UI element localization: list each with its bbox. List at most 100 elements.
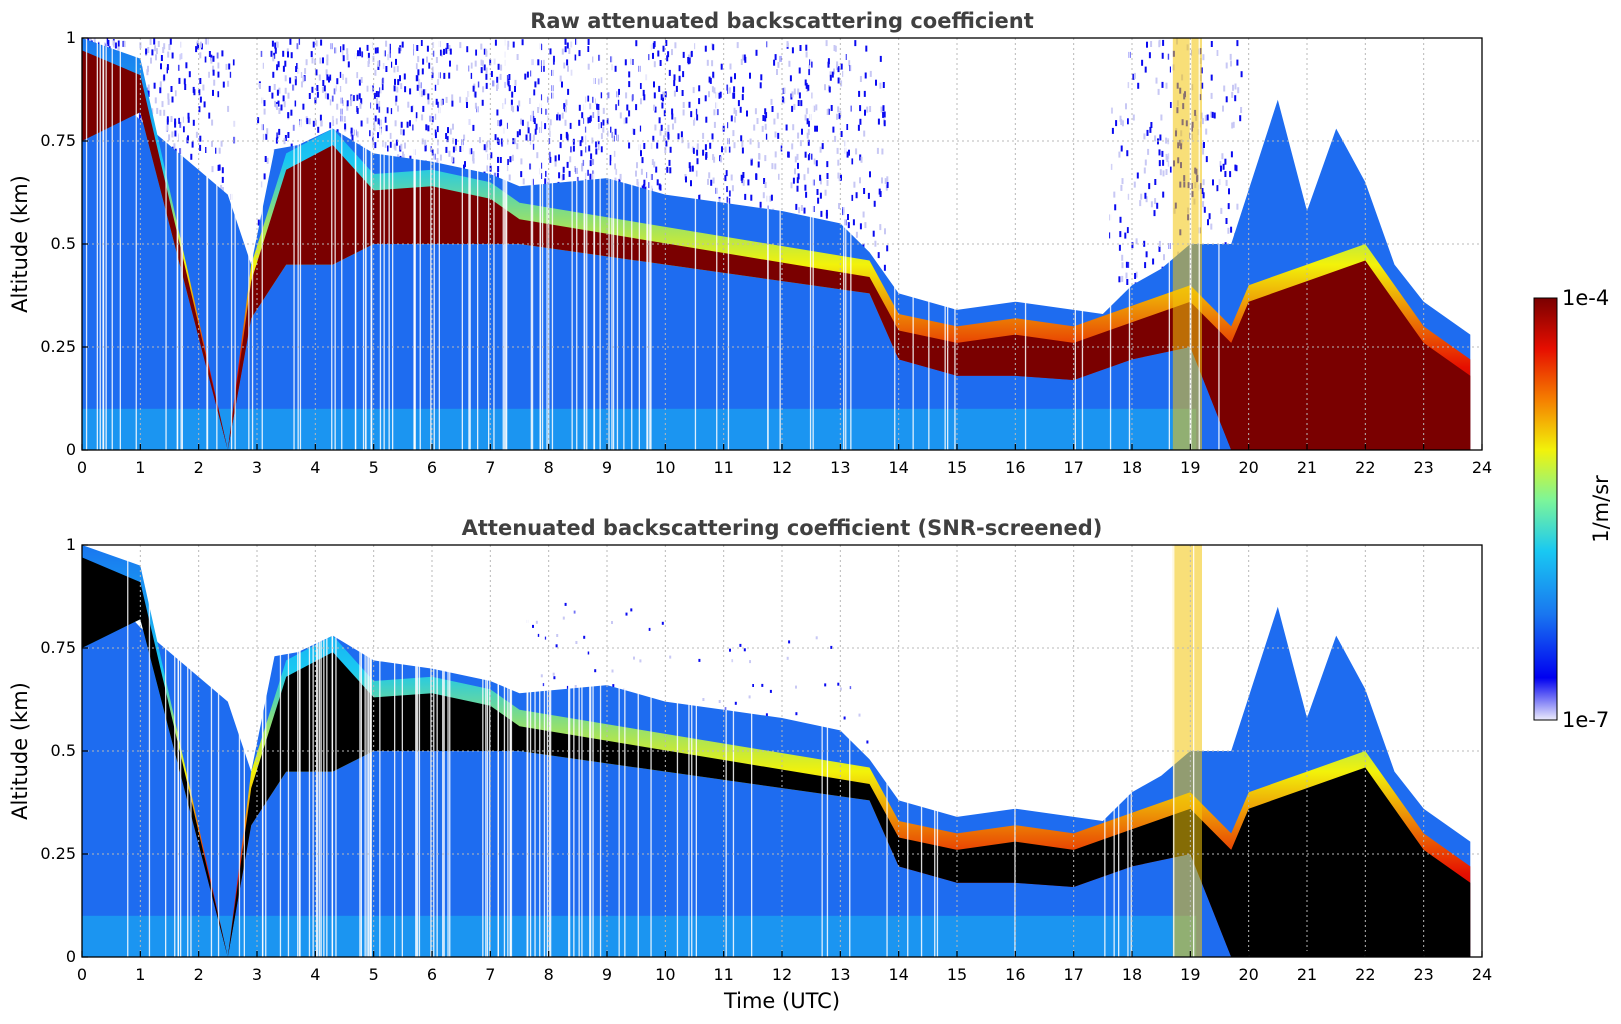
noise-speck (810, 61, 813, 68)
noise-speck (401, 41, 404, 48)
data-gap (576, 38, 578, 450)
noise-speck (860, 156, 863, 163)
noise-speck (584, 138, 587, 145)
y-tick-label: 0.75 (40, 638, 76, 657)
data-gap (383, 38, 385, 450)
noise-speck (690, 50, 693, 57)
noise-speck (863, 188, 866, 194)
noise-speck (388, 43, 391, 50)
noise-speck (743, 648, 746, 652)
noise-speck (437, 101, 440, 108)
noise-speck (764, 182, 767, 188)
noise-speck (443, 72, 446, 79)
noise-speck (208, 51, 211, 57)
noise-speck (257, 117, 260, 124)
noise-speck (182, 126, 185, 133)
data-gap (379, 38, 382, 450)
noise-speck (448, 72, 451, 79)
panel-title-raw: Raw attenuated backscattering coefficien… (530, 9, 1034, 33)
noise-speck (789, 75, 792, 82)
noise-speck (319, 114, 322, 121)
noise-speck (1202, 54, 1205, 61)
strong-layer-core (82, 557, 1471, 957)
data-gap (326, 545, 328, 957)
data-gap (608, 38, 610, 450)
noise-speck (729, 648, 731, 652)
noise-speck (520, 171, 523, 178)
noise-speck (373, 125, 376, 132)
noise-speck (449, 128, 452, 135)
data-gap (394, 545, 396, 957)
noise-speck (626, 104, 629, 111)
noise-speck (289, 77, 292, 84)
noise-speck (415, 63, 418, 70)
noise-speck (1146, 129, 1149, 136)
noise-speck (652, 135, 655, 142)
noise-speck (479, 137, 481, 144)
noise-speck (749, 72, 751, 79)
noise-speck (387, 145, 389, 152)
noise-speck (276, 41, 278, 48)
noise-speck (506, 78, 509, 85)
noise-speck (436, 158, 439, 164)
noise-speck (568, 48, 571, 54)
noise-speck (1133, 72, 1136, 79)
noise-speck (602, 126, 605, 133)
noise-speck (431, 149, 434, 156)
noise-speck (322, 80, 325, 86)
noise-speck (618, 88, 620, 95)
noise-speck (704, 45, 707, 52)
noise-speck (619, 112, 622, 119)
noise-speck (615, 104, 618, 111)
noise-speck (317, 126, 320, 133)
noise-speck (1132, 73, 1135, 80)
data-gap (190, 545, 192, 957)
noise-speck (558, 114, 561, 121)
noise-speck (514, 138, 517, 145)
noise-speck (674, 117, 677, 124)
noise-speck (758, 153, 761, 160)
noise-speck (826, 179, 829, 186)
noise-speck (424, 144, 427, 151)
noise-speck (1202, 201, 1205, 208)
noise-speck (829, 71, 832, 78)
noise-speck (1133, 181, 1136, 188)
noise-speck (671, 113, 674, 120)
noise-speck (637, 181, 640, 188)
noise-speck (1230, 226, 1233, 233)
noise-speck (163, 109, 166, 116)
noise-speck (1161, 52, 1164, 59)
noise-speck (749, 660, 752, 664)
panel-screened: Attenuated backscattering coefficient (S… (8, 516, 1492, 1013)
noise-speck (1228, 188, 1230, 195)
noise-speck (816, 125, 818, 132)
noise-speck (792, 124, 795, 131)
data-gap (589, 545, 591, 957)
noise-speck (879, 82, 882, 89)
noise-speck (653, 61, 656, 68)
noise-speck (780, 145, 783, 152)
noise-speck (399, 75, 401, 82)
noise-speck (883, 120, 886, 127)
noise-speck (666, 55, 669, 62)
noise-speck (792, 177, 795, 184)
noise-speck (187, 116, 190, 123)
noise-speck (581, 136, 584, 143)
noise-speck (218, 147, 221, 154)
data-gap (216, 38, 218, 450)
noise-speck (1225, 218, 1228, 224)
noise-speck (275, 137, 278, 144)
noise-speck (1137, 82, 1140, 89)
noise-speck (688, 57, 691, 64)
noise-speck (359, 50, 362, 57)
noise-speck (537, 59, 540, 66)
noise-speck (1143, 167, 1146, 174)
noise-speck (153, 82, 156, 89)
noise-speck (514, 79, 517, 86)
noise-speck (625, 612, 628, 616)
data-gap (119, 38, 121, 450)
colorbar-unit-label: 1/m/sr (1589, 475, 1613, 543)
noise-speck (587, 39, 590, 45)
noise-speck (561, 112, 564, 119)
noise-speck (1236, 59, 1239, 66)
